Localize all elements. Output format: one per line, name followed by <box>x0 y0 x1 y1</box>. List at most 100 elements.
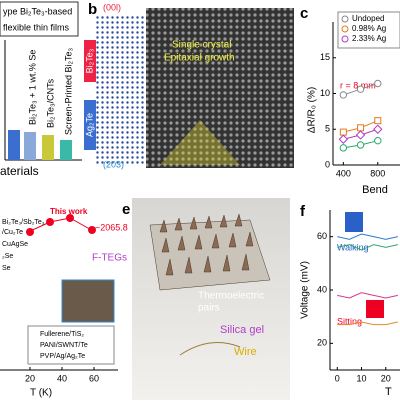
highlight <box>160 120 240 165</box>
x-tick-label: 800 <box>370 168 385 178</box>
x-tick-label: 20 <box>25 373 35 383</box>
y-label: Voltage (mV) <box>300 261 311 319</box>
series-label: CuAgSe <box>2 241 28 248</box>
marker <box>339 91 348 99</box>
series-line <box>337 244 398 251</box>
legend-swatch <box>341 15 349 23</box>
x-tick-label: 0 <box>335 373 340 383</box>
point <box>46 218 54 226</box>
layer-box <box>84 40 96 82</box>
trend-line <box>27 217 96 233</box>
y-tick-label: 60 <box>317 231 327 241</box>
marker <box>373 124 383 134</box>
icon <box>345 212 363 232</box>
layer-box <box>84 100 96 150</box>
marker <box>374 136 382 145</box>
bar <box>8 130 20 160</box>
photo-label: Thermoelectric <box>198 291 264 302</box>
photo-label: pairs <box>198 303 220 314</box>
layer-label: Bi₂Te₃ <box>84 48 94 73</box>
icon <box>366 300 384 318</box>
legend-item: Fullerene/TiS₂ <box>40 331 84 338</box>
photo-label: Wire <box>234 346 257 358</box>
marker <box>374 117 382 125</box>
annotation: ~2065.8 <box>95 222 128 232</box>
legend-item: PVP/Ag/Ag₂Te <box>40 353 85 360</box>
y-tick-label: 5 <box>325 124 330 134</box>
plane-label: (00l) <box>103 2 121 12</box>
x-tick-label: 60 <box>89 373 99 383</box>
te-legs <box>149 213 271 291</box>
plot-area <box>337 233 398 326</box>
y-tick-label: 40 <box>317 284 327 294</box>
x-tick-label: 20 <box>381 373 391 383</box>
bar <box>60 140 72 160</box>
x-label: T (K) <box>30 388 52 399</box>
annotation: Walking <box>337 242 369 252</box>
panel-label: e <box>122 201 130 218</box>
title: flexible thin films <box>3 22 70 32</box>
annotation: Sitting <box>337 316 362 326</box>
y-tick-label: 15 <box>320 52 330 62</box>
bar-label: Bi₂Te₃ + 1 wt.% Se <box>27 50 37 125</box>
annotation: r = 8 mm <box>340 80 376 90</box>
marker <box>339 144 348 152</box>
legend-item: 0.98% Ag <box>352 24 386 33</box>
axis-label: aterials <box>0 164 39 178</box>
annotation: F-TEGs <box>92 253 127 264</box>
series-label: Se <box>2 265 11 272</box>
bar-label: Bi₂Te₃/CNTs <box>45 78 55 128</box>
point <box>66 214 74 222</box>
legend <box>27 325 115 365</box>
wire <box>179 342 241 356</box>
x-tick-label: 400 <box>336 168 351 178</box>
series-label: ₂Se <box>2 253 13 260</box>
x-tick-label: 40 <box>57 373 67 383</box>
x-label: T <box>385 386 392 398</box>
layer-label: Ag₂Te <box>84 113 94 137</box>
legend-item: Undoped <box>352 14 384 23</box>
marker <box>339 128 347 136</box>
marker <box>356 85 365 93</box>
title-box <box>0 1 79 37</box>
plane-label: (203) <box>103 159 124 169</box>
marker <box>355 130 366 140</box>
title: ype Bi₂Te₃-based <box>3 6 72 16</box>
hrtem-image <box>146 8 294 168</box>
plot-area <box>338 79 383 152</box>
annotation: Single crystal <box>172 40 231 51</box>
y-tick-label: 0 <box>325 159 330 169</box>
marker <box>357 124 365 132</box>
legend-swatch <box>341 35 349 43</box>
panel-label: f <box>300 203 306 220</box>
bar <box>24 132 36 160</box>
x-tick-label: 10 <box>357 373 367 383</box>
series-line <box>337 292 398 299</box>
point <box>26 228 34 236</box>
bar-label: Screen-Printed Bi₂Te₃ <box>63 47 73 135</box>
legend-item: 2.33% Ag <box>352 34 386 43</box>
inset-photo <box>61 279 115 323</box>
marker <box>338 134 349 144</box>
marker <box>374 79 382 88</box>
bar <box>42 135 54 160</box>
y-tick-label: 10 <box>320 88 330 98</box>
photo-label: Silica gel <box>220 324 264 336</box>
y-tick-label: 20 <box>317 338 327 348</box>
point <box>88 226 96 234</box>
annotation: This work <box>50 207 88 216</box>
marker <box>356 141 365 149</box>
series-line <box>337 321 398 326</box>
series-line <box>337 233 398 240</box>
crystal-model <box>96 14 146 164</box>
x-label: Bend <box>362 184 388 196</box>
legend-item: PANI/SWNT/Te <box>40 342 88 349</box>
panel-label: c <box>300 5 308 22</box>
legend-swatch <box>341 25 349 33</box>
series-label: /Cu₂Te <box>2 229 23 236</box>
y-label: ΔR/R₀ (%) <box>307 87 318 133</box>
panel-label: b <box>88 1 97 18</box>
annotation: Epitaxial growth <box>164 53 235 64</box>
